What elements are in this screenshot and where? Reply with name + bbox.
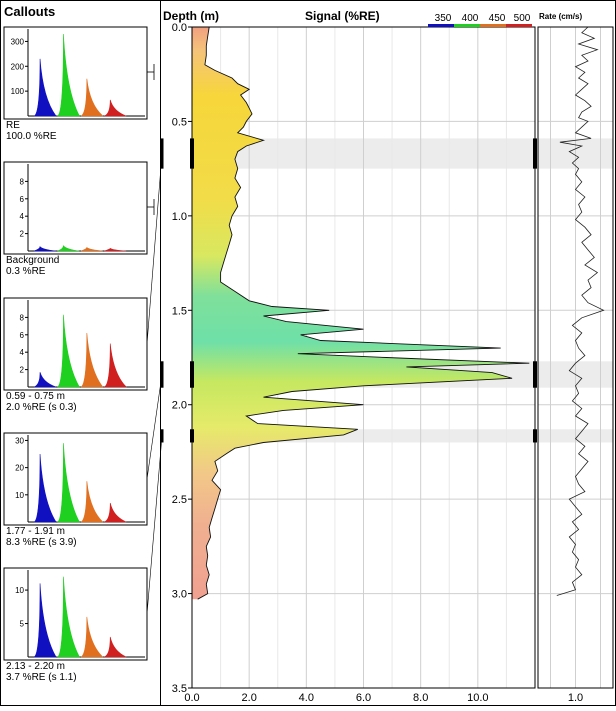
callout-y-tick-label: 8 (20, 177, 25, 186)
callout-label-2: 3.7 %RE (s 1.1) (6, 672, 77, 683)
signal-tick-label: 8.0 (413, 692, 428, 704)
signal-title: Signal (%RE) (305, 9, 380, 23)
callout-y-tick-label: 200 (11, 62, 25, 71)
depth-tick-label: 2.0 (172, 400, 187, 412)
callout-frame (3, 26, 148, 120)
legend: 350 400 450 500 (428, 13, 532, 27)
depth-tick-label: 0.5 (172, 116, 187, 128)
legend-swatch-450 (480, 24, 506, 27)
callout-y-tick-label: 6 (20, 331, 25, 340)
legend-swatch-350 (428, 24, 454, 27)
depth-tick-label: 1.5 (172, 305, 187, 317)
signal-area (192, 27, 530, 600)
rate-plot-frame (537, 26, 614, 689)
callout-label-2: 2.0 %RE (s 0.3) (6, 402, 77, 413)
callout-label-2: 100.0 %RE (6, 131, 57, 142)
connector-line (146, 435, 163, 615)
callout-peak-400 (57, 314, 80, 388)
signal-tick-label: 6.0 (356, 692, 371, 704)
callouts-title: Callouts (4, 4, 55, 19)
rate-tick-label: 1.0 (568, 692, 583, 704)
callout-y-tick-label: 100 (11, 87, 25, 96)
callout-y-tick-label: 20 (15, 464, 24, 473)
callout-peak-500 (104, 636, 127, 658)
callout-peak-500 (104, 502, 127, 523)
callout-label-1: 1.77 - 1.91 m (6, 526, 65, 537)
callout-3: 10 20 30 1.77 - 1.91 m8.3 %RE (s 3.9) (3, 432, 148, 548)
callout-peak-450 (80, 246, 103, 252)
callout-y-tick-label: 8 (20, 313, 25, 322)
callout-y-tick-label: 30 (15, 436, 24, 445)
depth-axis-title: Depth (m) (163, 9, 219, 23)
callout-2: 2 4 6 8 0.59 - 0.75 m2.0 %RE (s 0.3) (3, 297, 148, 413)
legend-label-450: 450 (489, 13, 506, 24)
legend-label-400: 400 (462, 13, 479, 24)
callout-peak-500 (104, 99, 127, 117)
callout-y-tick-label: 2 (20, 366, 25, 375)
callout-y-tick-label: 2 (20, 230, 25, 239)
signal-tick-label: 10.0 (467, 692, 488, 704)
callout-peak-450 (80, 481, 104, 523)
callout-label-2: 8.3 %RE (s 3.9) (6, 537, 77, 548)
callout-peak-350 (33, 454, 57, 523)
callout-peak-400 (57, 443, 80, 523)
callout-frame (3, 297, 148, 391)
callout-label-1: Background (6, 255, 59, 266)
callout-connectors (146, 64, 164, 615)
callout-peak-450 (80, 78, 104, 117)
callout-y-tick-label: 4 (20, 212, 25, 221)
callout-y-tick-label: 10 (15, 491, 24, 500)
legend-swatch-500 (506, 24, 532, 27)
connector-line (146, 153, 163, 345)
depth-tick-label: 3.0 (172, 589, 187, 601)
signal-tick-label: 4.0 (299, 692, 314, 704)
callout-peak-500 (104, 247, 127, 252)
callout-label-1: 0.59 - 0.75 m (6, 391, 65, 402)
signal-plot: Depth (m) Signal (%RE) 0.0 0.5 1.0 1.5 2.0 2.5 3… (163, 9, 537, 704)
depth-tick-label: 1.0 (172, 211, 187, 223)
depth-tick-label: 0.0 (172, 22, 187, 34)
callout-peak-400 (57, 33, 80, 117)
callout-peak-450 (80, 616, 104, 658)
legend-label-350: 350 (435, 13, 452, 24)
callout-peak-400 (57, 244, 80, 252)
depth-tick-label: 3.5 (172, 683, 187, 695)
signal-plot-frame (191, 26, 536, 689)
callout-peak-350 (33, 245, 57, 252)
rate-plot: Rate (cm/s) 1.0 (537, 12, 614, 704)
callout-label-1: RE (6, 120, 20, 131)
callout-label-1: 2.13 - 2.20 m (6, 661, 65, 672)
legend-swatch-400 (454, 24, 480, 27)
rate-line (556, 26, 605, 596)
callout-peak-450 (80, 333, 104, 388)
callout-y-tick-label: 6 (20, 195, 25, 204)
callout-frame (3, 567, 148, 661)
callout-4: 5 10 2.13 - 2.20 m3.7 %RE (s 1.1) (3, 567, 148, 683)
signal-tick-label: 2.0 (242, 692, 257, 704)
rate-title: Rate (cm/s) (539, 12, 582, 21)
depth-tick-label: 2.5 (172, 494, 187, 506)
callout-peak-350 (33, 372, 57, 388)
callout-y-tick-label: 4 (20, 348, 25, 357)
callout-peak-350 (33, 58, 57, 117)
signal-line (197, 26, 530, 600)
callout-y-tick-label: 5 (20, 620, 25, 629)
connector-line (146, 374, 163, 480)
callout-peak-500 (104, 343, 127, 388)
callout-y-tick-label: 300 (11, 37, 25, 46)
callout-frame (3, 432, 148, 526)
legend-label-500: 500 (514, 13, 531, 24)
callout-peak-400 (57, 576, 80, 658)
signal-tick-label: 0.0 (184, 692, 199, 704)
callout-frame (3, 161, 148, 255)
callout-label-2: 0.3 %RE (6, 266, 46, 277)
callout-y-tick-label: 10 (15, 586, 24, 595)
callout-peak-350 (33, 583, 57, 658)
